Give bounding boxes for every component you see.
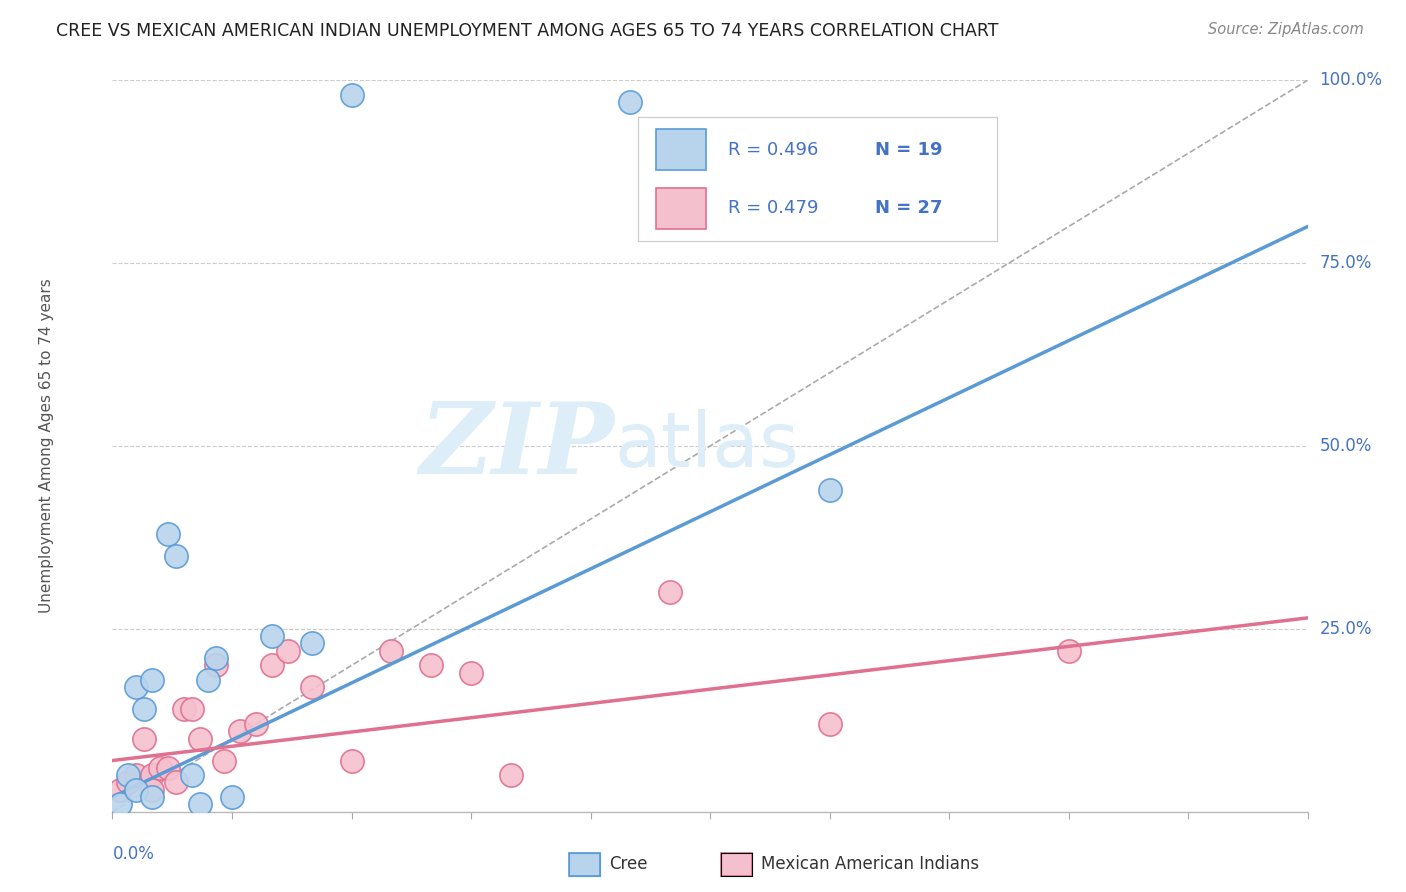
Text: R = 0.496: R = 0.496 (728, 142, 818, 160)
Text: 0.0%: 0.0% (112, 845, 155, 863)
Point (165, 549, 187, 563)
Point (301, 636, 323, 650)
Point (141, 782, 163, 797)
Text: Unemployment Among Ages 65 to 74 years: Unemployment Among Ages 65 to 74 years (39, 278, 55, 614)
Point (221, 790, 243, 805)
Text: N = 19: N = 19 (875, 142, 942, 160)
Text: 50.0%: 50.0% (1319, 437, 1372, 455)
Point (141, 768, 163, 782)
Point (340, 754, 363, 768)
Point (117, 768, 139, 782)
Text: CREE VS MEXICAN AMERICAN INDIAN UNEMPLOYMENT AMONG AGES 65 TO 74 YEARS CORRELATI: CREE VS MEXICAN AMERICAN INDIAN UNEMPLOY… (56, 22, 998, 40)
Point (460, 665, 482, 680)
Point (165, 775, 187, 789)
Point (260, 658, 283, 673)
Point (229, 724, 252, 739)
Text: N = 27: N = 27 (875, 199, 942, 217)
Text: ZIP: ZIP (419, 398, 614, 494)
Text: R = 0.479: R = 0.479 (728, 199, 818, 217)
Point (125, 681, 148, 695)
Point (181, 702, 204, 716)
Point (149, 761, 172, 775)
Point (499, 768, 522, 782)
Point (157, 761, 180, 775)
Point (619, 95, 641, 110)
Text: Mexican American Indians: Mexican American Indians (761, 855, 979, 873)
Point (260, 629, 283, 643)
Point (157, 526, 180, 541)
FancyBboxPatch shape (657, 129, 706, 170)
Text: Source: ZipAtlas.com: Source: ZipAtlas.com (1208, 22, 1364, 37)
Point (301, 681, 323, 695)
Text: 100.0%: 100.0% (1319, 71, 1382, 89)
Text: 75.0%: 75.0% (1319, 254, 1372, 272)
Point (205, 651, 228, 665)
Point (197, 673, 219, 687)
Text: atlas: atlas (614, 409, 799, 483)
Point (134, 702, 156, 716)
Point (205, 658, 228, 673)
Text: Cree: Cree (609, 855, 647, 873)
Point (188, 731, 211, 746)
Point (659, 585, 682, 599)
Point (212, 754, 235, 768)
Point (125, 768, 148, 782)
FancyBboxPatch shape (657, 187, 706, 228)
Point (173, 702, 195, 716)
Point (245, 717, 267, 731)
Point (818, 717, 841, 731)
Point (188, 797, 211, 812)
Text: 25.0%: 25.0% (1319, 620, 1372, 638)
Point (380, 644, 402, 658)
Point (117, 775, 139, 789)
Point (134, 731, 156, 746)
Point (110, 782, 132, 797)
Point (141, 673, 163, 687)
Point (110, 797, 132, 812)
Point (1057, 644, 1080, 658)
Point (181, 768, 204, 782)
Point (141, 790, 163, 805)
Point (125, 782, 148, 797)
Point (340, 87, 363, 102)
Point (818, 483, 841, 497)
Point (277, 644, 299, 658)
Point (420, 658, 443, 673)
